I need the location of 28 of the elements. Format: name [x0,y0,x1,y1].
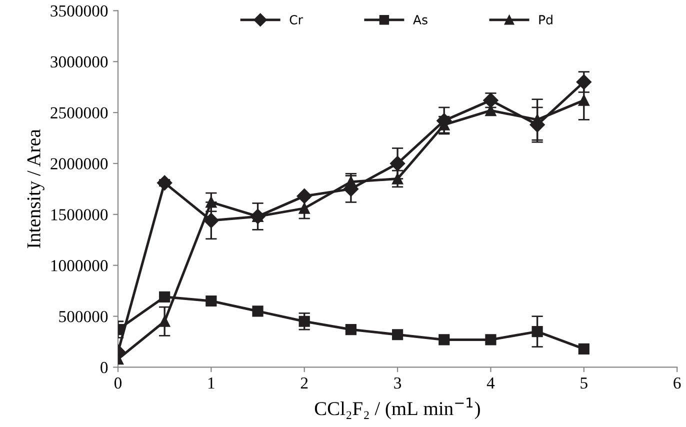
y-tick-label: 1500000 [51,209,108,220]
point [578,343,590,354]
y-tick-label: 3000000 [50,56,108,68]
point [438,334,450,346]
point [485,334,496,346]
point [392,329,404,340]
y-tick-label: 3500000 [50,5,108,17]
point [206,295,217,307]
point [252,306,264,317]
legend-label: Pd [539,14,552,24]
x-tick-label: 1 [208,378,214,389]
y-tick-label: 1000000 [51,260,108,272]
x-tick-label: 0 [114,377,122,389]
x-tick-label: 5 [580,378,588,389]
point [345,324,356,336]
y-tick-label: 0 [100,362,108,374]
y-tick-label: 2500000 [50,107,108,118]
y-tick-label: 500000 [59,310,108,322]
x-tick-label: 2 [300,377,308,389]
legend-label: As [413,15,428,24]
point [159,291,170,302]
legend-label: Cr [290,15,303,24]
y-tick-label: 2000000 [50,158,108,170]
x-tick-label: 3 [394,377,402,389]
y-axis-title: Intensity / Area [27,129,44,248]
x-tick-label: 6 [674,377,681,389]
x-axis-title: CCl₂F₂ / (mL min$^{−1}$) [314,398,480,420]
x-tick-label: 4 [486,378,495,389]
